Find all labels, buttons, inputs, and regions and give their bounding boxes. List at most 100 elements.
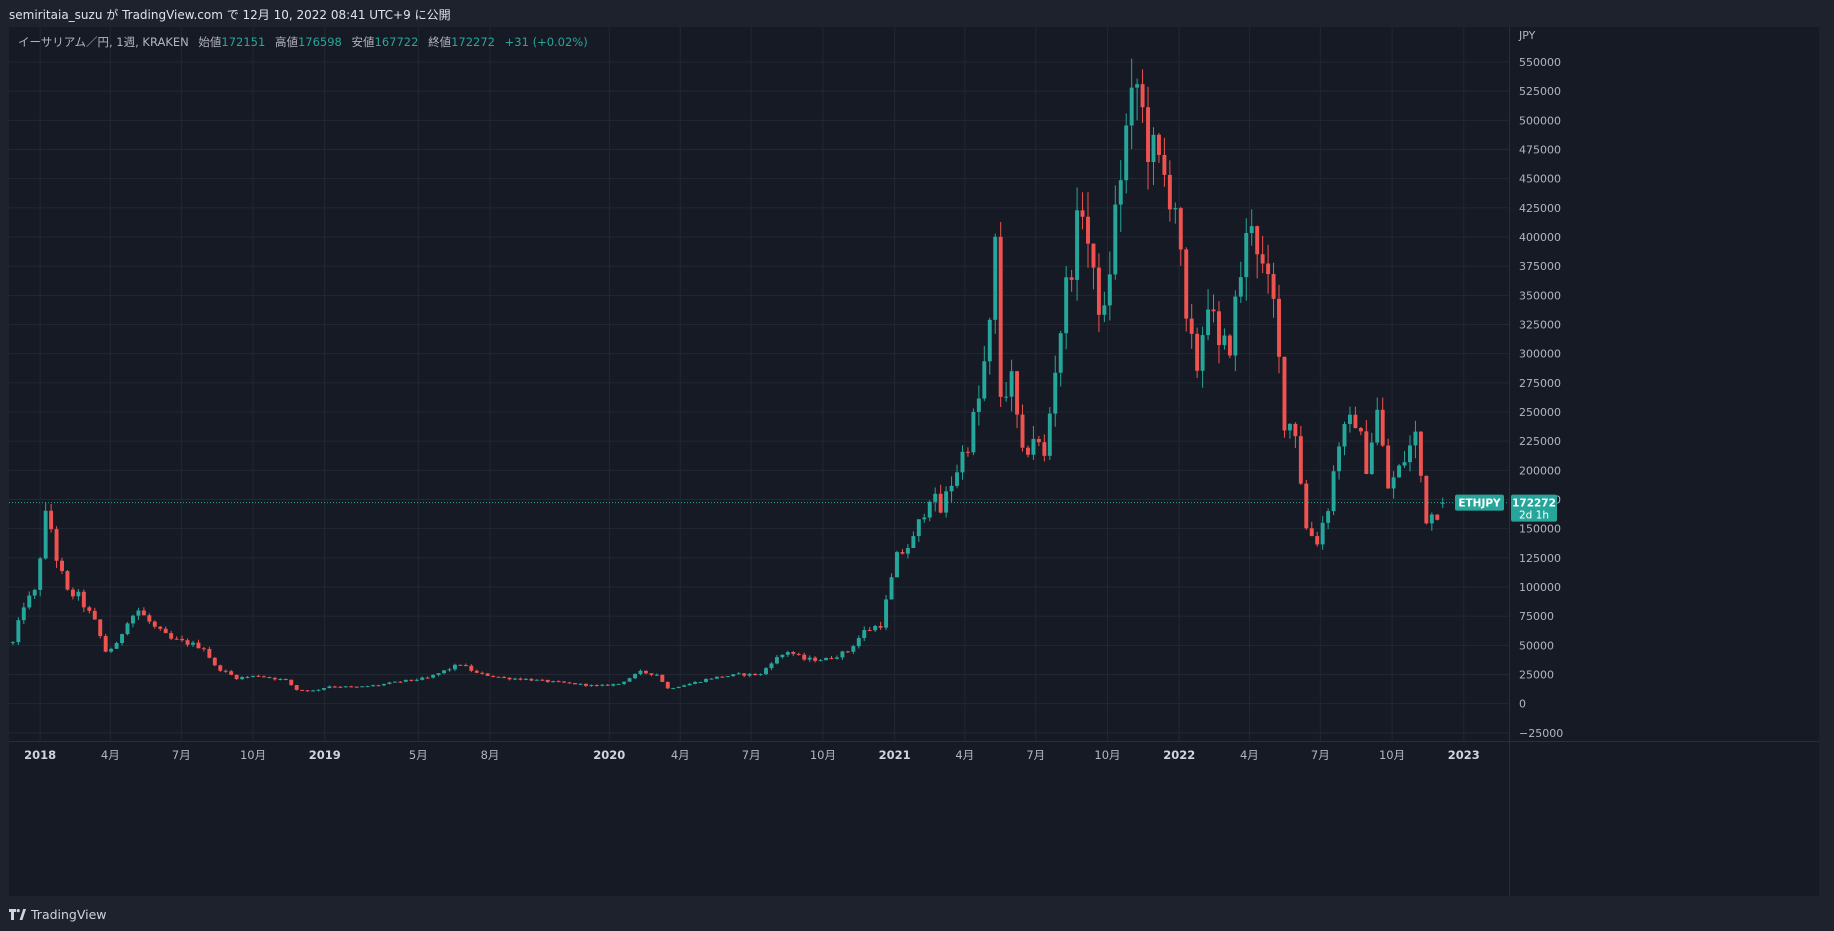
candle-body-down xyxy=(665,681,670,689)
candle-body-down xyxy=(1260,254,1265,264)
candle-body-up xyxy=(627,678,632,682)
candle-body-up xyxy=(993,236,998,320)
candle-body-down xyxy=(256,675,261,677)
candle-body-down xyxy=(229,671,234,675)
candle-body-down xyxy=(1146,107,1150,163)
tradingview-logo[interactable]: TradingView xyxy=(9,906,107,922)
candle-body-up xyxy=(1375,409,1380,443)
candle-body-down xyxy=(1184,249,1189,319)
brand-name: TradingView xyxy=(31,906,107,922)
x-tick-label: 4月 xyxy=(1240,748,1259,762)
candle-body-down xyxy=(425,677,430,679)
candle-body-down xyxy=(196,642,201,649)
candle-body-down xyxy=(169,633,174,639)
candle-body-up xyxy=(889,577,894,600)
candle-body-down xyxy=(491,675,496,677)
candle-body-down xyxy=(1424,475,1429,524)
candle-body-up xyxy=(513,678,517,680)
candle-body-down xyxy=(1271,274,1276,299)
candle-body-up xyxy=(622,681,627,684)
candle-body-down xyxy=(1282,356,1287,431)
candle-body-up xyxy=(10,642,15,644)
legend-low-label: 安値 xyxy=(351,35,375,49)
x-tick-label: 2019 xyxy=(309,748,341,762)
x-tick-label: 2021 xyxy=(879,748,911,762)
candle-body-down xyxy=(965,451,970,453)
candle-body-down xyxy=(567,682,572,684)
chart-area[interactable]: 550000 525000 500000 475000 450000 425000 4000… xyxy=(9,27,1819,896)
candle-body-up xyxy=(987,319,992,362)
price-tag-countdown: 2d 1h xyxy=(1519,510,1549,522)
candle-body-down xyxy=(49,510,54,530)
candle-body-up xyxy=(785,652,790,655)
candle-body-down xyxy=(1195,333,1200,371)
candle-body-down xyxy=(469,665,474,671)
symbol-tag xyxy=(1455,494,1504,511)
candle-body-up xyxy=(1238,277,1243,297)
candle-body-up xyxy=(611,684,616,686)
candle-body-up xyxy=(447,669,452,671)
candle-body-down xyxy=(1277,298,1281,357)
candle-body-up xyxy=(933,493,938,502)
y-tick-label: 200000 xyxy=(1519,464,1561,477)
candle-body-up xyxy=(1129,87,1134,126)
x-tick-label: 10月 xyxy=(1094,748,1120,762)
x-tick-label: 2023 xyxy=(1448,748,1480,762)
candle-body-down xyxy=(938,493,943,513)
candle-body-down xyxy=(878,625,883,628)
candle-body-up xyxy=(245,676,250,678)
candle-body-down xyxy=(867,630,872,632)
candle-body-down xyxy=(261,676,266,678)
candle-body-down xyxy=(354,686,359,688)
candle-body-down xyxy=(753,673,758,676)
candle-body-up xyxy=(1075,210,1080,280)
candle-body-up xyxy=(1107,274,1112,306)
price-tag-value: 172272 xyxy=(1512,498,1556,510)
candlestick-chart[interactable]: 5500005250005000004750004500004250004000… xyxy=(9,27,1819,896)
candle-body-up xyxy=(343,686,348,688)
legend-open-value: 172151 xyxy=(221,35,266,49)
candle-body-up xyxy=(27,595,32,608)
candle-body-down xyxy=(1140,84,1145,108)
publish-info-text: semiritaia_suzu が TradingView.com で 12月 … xyxy=(9,8,451,22)
candle-body-up xyxy=(431,674,436,678)
candle-body-up xyxy=(654,674,659,676)
y-tick-label: 25000 xyxy=(1519,669,1554,682)
candle-body-up xyxy=(982,361,987,399)
candle-body-up xyxy=(704,679,708,682)
candle-body-up xyxy=(120,634,125,644)
candle-body-down xyxy=(813,657,818,661)
symbol-tag-text: ETHJPY xyxy=(1458,498,1501,510)
y-tick-label: 275000 xyxy=(1519,377,1561,390)
candle-body-down xyxy=(294,685,299,690)
candle-body-down xyxy=(1042,442,1047,456)
candle-body-up xyxy=(1118,180,1123,205)
candle-body-down xyxy=(845,651,850,653)
candle-body-up xyxy=(1287,423,1292,431)
candle-body-up xyxy=(1413,431,1418,446)
candle-body-down xyxy=(305,690,310,692)
candle-body-down xyxy=(283,678,288,680)
candle-body-up xyxy=(818,660,823,662)
candle-body-up xyxy=(769,663,774,669)
candle-body-down xyxy=(1026,447,1030,455)
candle-body-down xyxy=(300,689,305,691)
candle-body-up xyxy=(136,610,141,616)
candle-body-up xyxy=(1440,502,1445,504)
candle-body-up xyxy=(840,651,845,658)
candle-body-down xyxy=(540,679,545,681)
candle-body-up xyxy=(774,657,779,664)
candle-body-down xyxy=(152,621,157,627)
candle-body-up xyxy=(403,679,408,682)
candle-body-down xyxy=(147,615,152,622)
candle-body-down xyxy=(332,686,337,688)
candle-body-up xyxy=(747,673,752,676)
candle-body-up xyxy=(420,677,425,680)
y-tick-label: 475000 xyxy=(1519,144,1561,157)
candle-body-up xyxy=(693,681,698,684)
candle-body-down xyxy=(87,607,92,611)
candle-body-down xyxy=(1167,174,1172,210)
candle-body-up xyxy=(1009,371,1014,397)
candle-body-down xyxy=(398,681,403,683)
candle-body-down xyxy=(1162,154,1167,175)
